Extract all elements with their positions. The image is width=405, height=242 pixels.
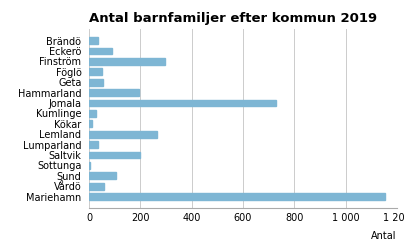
Bar [89,121,92,127]
Bar [89,48,112,54]
Bar [89,110,96,117]
Bar [89,131,157,137]
Bar [89,183,104,189]
Bar [89,58,165,65]
Text: Antal barnfamiljer efter kommun 2019: Antal barnfamiljer efter kommun 2019 [89,12,377,25]
Bar [89,151,141,158]
Bar [89,89,139,96]
Bar [89,100,276,106]
Bar [89,68,102,75]
Text: Antal: Antal [371,231,397,242]
Bar [89,37,98,44]
Bar [89,193,385,200]
Bar [89,141,98,148]
Bar [89,162,90,169]
Bar [89,172,116,179]
Bar [89,79,103,86]
